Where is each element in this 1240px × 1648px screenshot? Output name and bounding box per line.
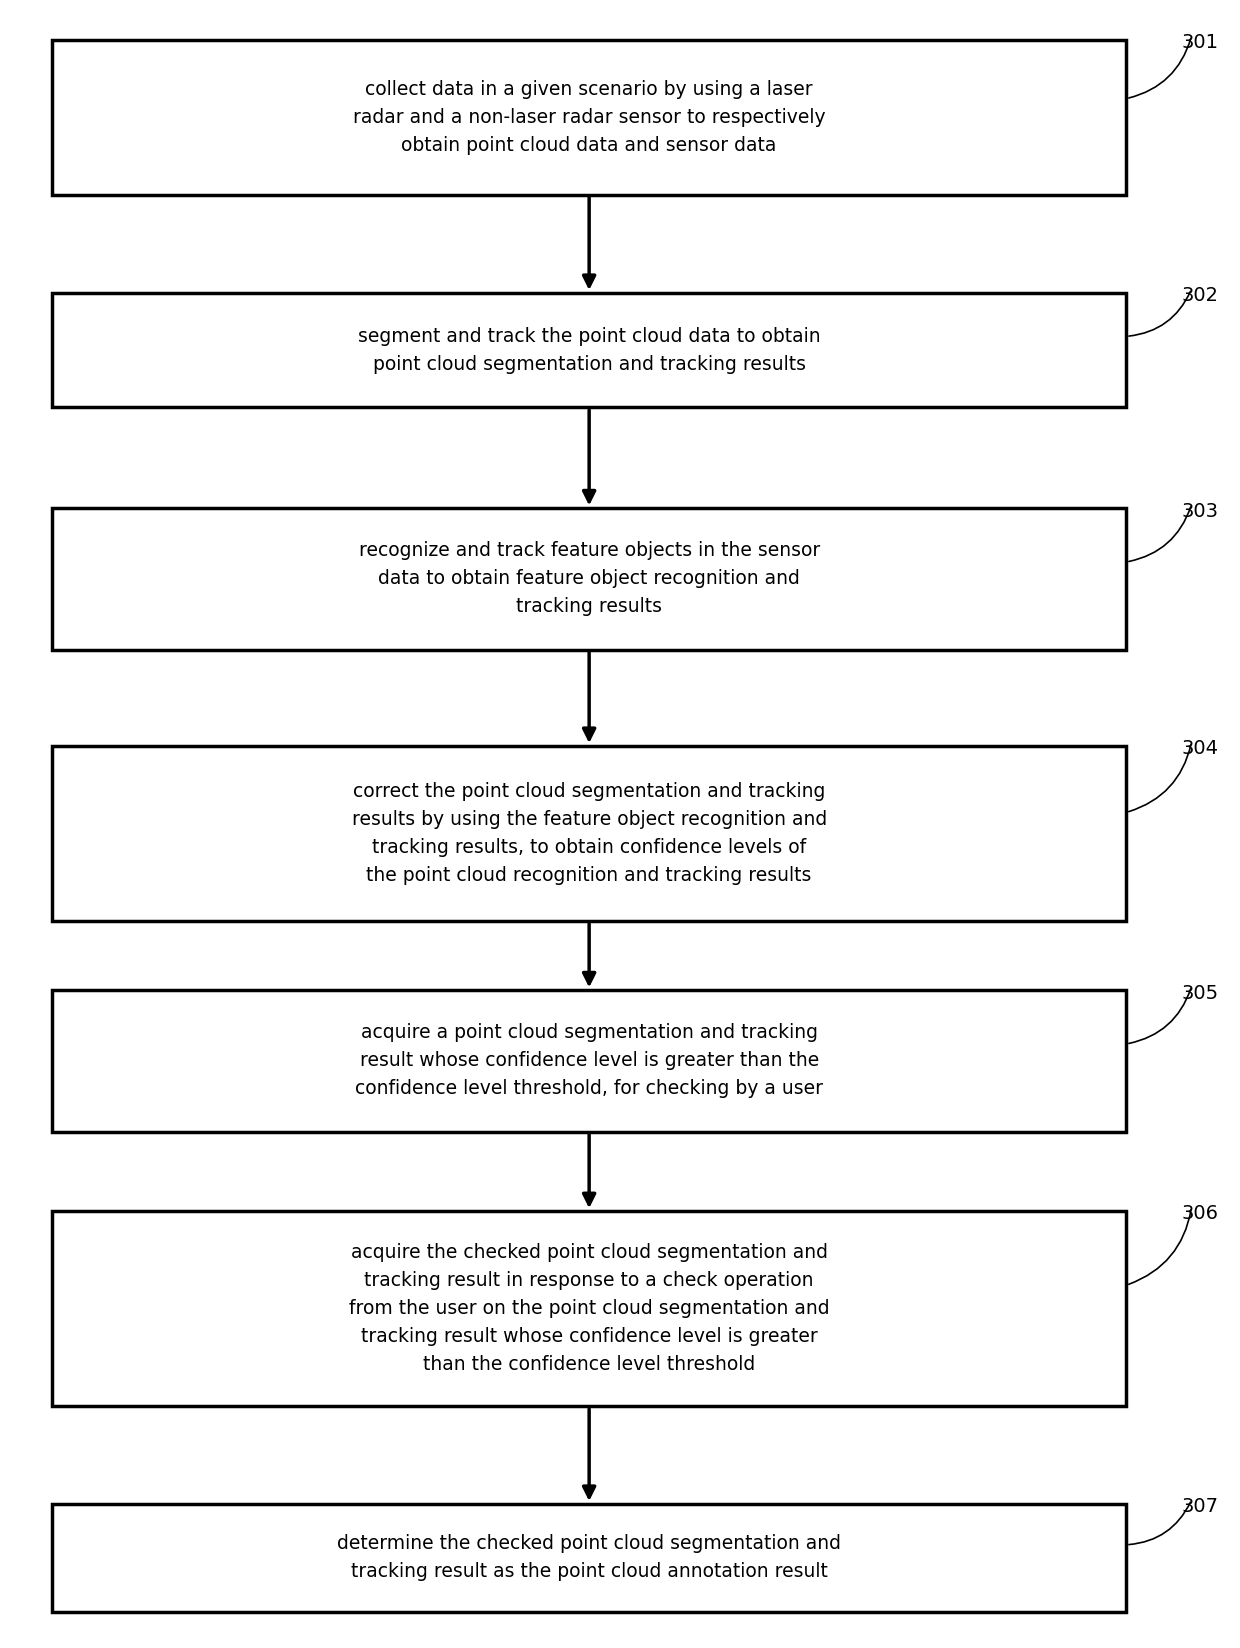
Text: 301: 301 bbox=[1182, 33, 1219, 53]
Text: 306: 306 bbox=[1182, 1205, 1219, 1223]
Text: 307: 307 bbox=[1182, 1496, 1219, 1516]
Text: segment and track the point cloud data to obtain
point cloud segmentation and tr: segment and track the point cloud data t… bbox=[358, 326, 821, 374]
Bar bbox=[52, 1211, 1126, 1406]
Text: 305: 305 bbox=[1182, 984, 1219, 1002]
Text: determine the checked point cloud segmentation and
tracking result as the point : determine the checked point cloud segmen… bbox=[337, 1534, 841, 1580]
Text: 302: 302 bbox=[1182, 287, 1219, 305]
Text: acquire a point cloud segmentation and tracking
result whose confidence level is: acquire a point cloud segmentation and t… bbox=[355, 1023, 823, 1099]
Bar bbox=[52, 747, 1126, 921]
Bar bbox=[52, 990, 1126, 1132]
Text: recognize and track feature objects in the sensor
data to obtain feature object : recognize and track feature objects in t… bbox=[358, 542, 820, 616]
Bar bbox=[52, 508, 1126, 649]
Text: 304: 304 bbox=[1182, 740, 1219, 758]
Text: 303: 303 bbox=[1182, 501, 1219, 521]
Text: correct the point cloud segmentation and tracking
results by using the feature o: correct the point cloud segmentation and… bbox=[351, 781, 827, 885]
Bar bbox=[52, 293, 1126, 407]
Text: acquire the checked point cloud segmentation and
tracking result in response to : acquire the checked point cloud segmenta… bbox=[348, 1243, 830, 1374]
Text: collect data in a given scenario by using a laser
radar and a non-laser radar se: collect data in a given scenario by usin… bbox=[353, 79, 826, 155]
Bar bbox=[52, 1505, 1126, 1612]
Bar bbox=[52, 40, 1126, 194]
